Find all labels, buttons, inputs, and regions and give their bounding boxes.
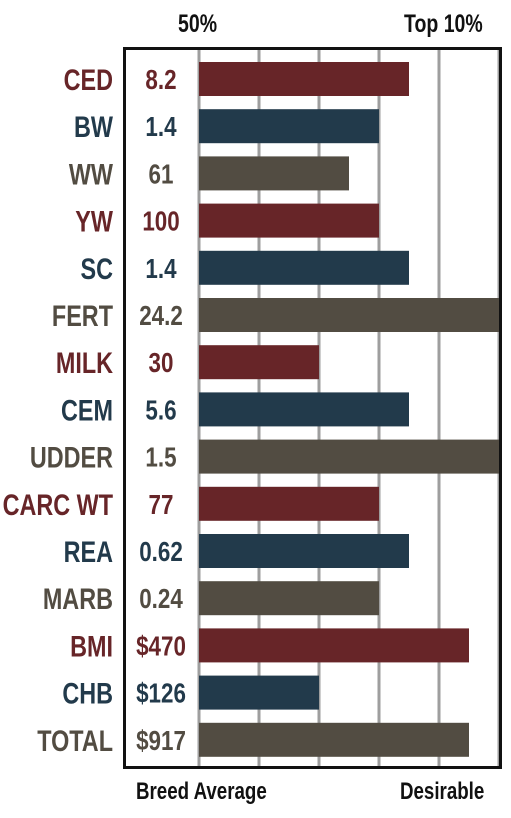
trait-label-chb: CHB: [62, 677, 113, 710]
trait-label-sc: SC: [81, 252, 113, 285]
trait-label-ww: WW: [69, 158, 114, 191]
top-left-label: 50%: [178, 10, 218, 38]
value-label-bw: 1.4: [145, 112, 176, 143]
bar-sc: [199, 250, 409, 285]
bar-rea: [199, 534, 409, 568]
trait-label-yw: YW: [75, 205, 113, 238]
bar-chb: [199, 675, 319, 710]
top-right-label: Top 10%: [404, 10, 483, 38]
bar-ww: [199, 156, 349, 191]
bar-cem: [199, 392, 409, 427]
value-label-marb: 0.24: [139, 584, 183, 615]
value-label-rea: 0.62: [139, 537, 183, 568]
value-label-carc-wt: 77: [149, 490, 174, 521]
value-label-bmi: $470: [136, 631, 186, 662]
trait-label-rea: REA: [64, 535, 113, 568]
trait-label-milk: MILK: [56, 346, 114, 379]
trait-label-total: TOTAL: [37, 724, 113, 757]
value-label-ww: 61: [149, 159, 174, 190]
value-label-sc: 1.4: [145, 254, 176, 285]
bars: [199, 62, 499, 757]
trait-label-carc-wt: CARC WT: [3, 488, 114, 521]
bottom-left-label: Breed Average: [136, 778, 267, 805]
trait-label-udder: UDDER: [30, 441, 113, 474]
bar-fert: [199, 298, 499, 332]
trait-label-cem: CEM: [61, 394, 113, 427]
bar-bmi: [199, 628, 469, 663]
bottom-right-label: Desirable: [400, 778, 485, 805]
bar-yw: [199, 203, 379, 238]
bar-udder: [199, 439, 499, 474]
labels: CED 8.2 BW 1.4 WW 61 YW 100 SC 1.4 FERT 24.2 MILK 30 C…: [3, 63, 186, 757]
value-label-milk: 30: [149, 348, 174, 379]
trait-label-fert: FERT: [52, 299, 114, 332]
value-label-ced: 8.2: [145, 65, 176, 96]
value-label-fert: 24.2: [139, 301, 183, 332]
bar-milk: [199, 345, 319, 380]
trait-label-bw: BW: [74, 110, 114, 143]
bar-total: [199, 722, 469, 757]
trait-label-marb: MARB: [43, 582, 113, 615]
value-label-chb: $126: [136, 678, 186, 709]
bar-marb: [199, 581, 379, 616]
bar-ced: [199, 62, 409, 96]
value-label-udder: 1.5: [145, 442, 176, 473]
bar-carc-wt: [199, 486, 379, 521]
trait-label-ced: CED: [64, 63, 113, 96]
value-label-cem: 5.6: [145, 395, 176, 426]
chart-frame: [123, 47, 502, 769]
value-label-total: $917: [136, 726, 186, 757]
bar-bw: [199, 109, 379, 144]
value-label-yw: 100: [142, 206, 179, 237]
trait-label-bmi: BMI: [70, 630, 113, 663]
